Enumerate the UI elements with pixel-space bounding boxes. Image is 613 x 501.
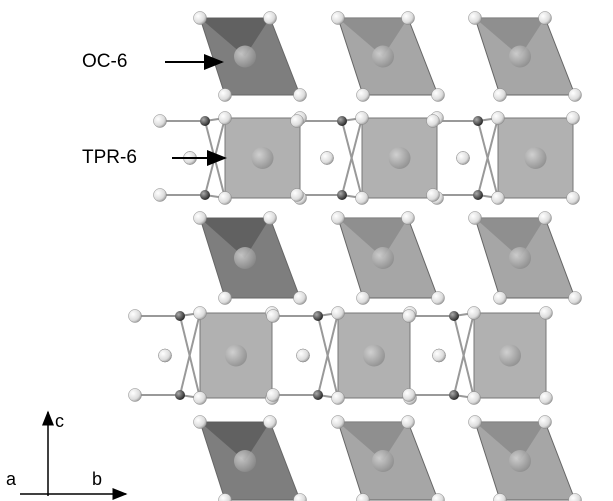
ligand-atom <box>219 192 232 205</box>
ligand-atom <box>219 292 232 305</box>
ligand-atom <box>357 292 370 305</box>
metal-atom <box>509 46 531 68</box>
ligand-atom <box>433 349 446 362</box>
ligand-atom <box>469 212 482 225</box>
metal-atom <box>372 450 394 472</box>
ligand-atom <box>194 416 207 429</box>
ligand-atom <box>468 392 481 405</box>
ligand-atom <box>267 310 280 323</box>
metal-atom <box>372 46 394 68</box>
ligand-atom <box>332 416 345 429</box>
ligand-atom <box>294 292 307 305</box>
page: OC-6 TPR-6 c a b (() => { const data = J… <box>0 0 613 501</box>
ligand-atom <box>267 389 280 402</box>
ligand-atom <box>129 310 142 323</box>
dark-atom <box>175 311 185 321</box>
dark-atom <box>337 190 347 200</box>
ligand-atom <box>264 212 277 225</box>
ligand-atom <box>321 152 334 165</box>
a-axis-label: a <box>6 469 17 489</box>
ligand-atom <box>569 292 582 305</box>
ligand-atom <box>569 89 582 102</box>
dark-atom <box>449 311 459 321</box>
c-axis-label: c <box>55 411 64 431</box>
ligand-atom <box>291 189 304 202</box>
ligand-atom <box>469 416 482 429</box>
ligand-atom <box>494 89 507 102</box>
dark-atom <box>473 116 483 126</box>
ligand-atom <box>427 189 440 202</box>
ligand-atom <box>194 392 207 405</box>
ligand-atom <box>402 12 415 25</box>
metal-atom <box>525 147 547 169</box>
ligand-atom <box>403 389 416 402</box>
ligand-atom <box>264 416 277 429</box>
ligand-atom <box>154 115 167 128</box>
ligand-atom <box>356 192 369 205</box>
ligand-atom <box>294 89 307 102</box>
ligand-atom <box>402 212 415 225</box>
metal-atom <box>509 247 531 269</box>
ligand-atom <box>291 115 304 128</box>
ligand-atom <box>332 307 345 320</box>
ligand-atom <box>219 89 232 102</box>
dark-atom <box>337 116 347 126</box>
ligand-atom <box>457 152 470 165</box>
ligand-atom <box>159 349 172 362</box>
ligand-atom <box>539 12 552 25</box>
metal-atom <box>234 247 256 269</box>
ligand-atom <box>539 212 552 225</box>
ligand-atom <box>468 307 481 320</box>
metal-atom <box>389 147 411 169</box>
ligand-atom <box>332 392 345 405</box>
ligand-atom <box>540 307 553 320</box>
ligand-atom <box>264 12 277 25</box>
ligand-atom <box>332 212 345 225</box>
ligand-atom <box>427 115 440 128</box>
ligand-atom <box>539 416 552 429</box>
oc6-label: OC-6 <box>82 51 127 72</box>
metal-atom <box>252 147 274 169</box>
ligand-atom <box>194 12 207 25</box>
ligand-atom <box>469 12 482 25</box>
metal-atom <box>372 247 394 269</box>
ligand-atom <box>492 112 505 125</box>
ligand-atom <box>432 292 445 305</box>
ligand-atom <box>567 192 580 205</box>
tpr6-label: TPR-6 <box>82 147 137 168</box>
metal-atom <box>363 345 385 367</box>
ligand-atom <box>492 192 505 205</box>
ligand-atom <box>357 89 370 102</box>
b-axis-label: b <box>92 469 102 489</box>
dark-atom <box>175 390 185 400</box>
ligand-atom <box>402 416 415 429</box>
ligand-atom <box>494 292 507 305</box>
ligand-atom <box>403 310 416 323</box>
ligand-atom <box>332 12 345 25</box>
ligand-atom <box>297 349 310 362</box>
dark-atom <box>473 190 483 200</box>
ligand-atom <box>194 307 207 320</box>
crystal-structure: OC-6 TPR-6 c a b <box>0 0 613 501</box>
dark-atom <box>200 116 210 126</box>
metal-atom <box>234 450 256 472</box>
ligand-atom <box>567 112 580 125</box>
metal-atom <box>499 345 521 367</box>
ligand-atom <box>154 189 167 202</box>
dark-atom <box>449 390 459 400</box>
dark-atom <box>200 190 210 200</box>
metal-atom <box>509 450 531 472</box>
dark-atom <box>313 311 323 321</box>
ligand-atom <box>540 392 553 405</box>
dark-atom <box>313 390 323 400</box>
ligand-atom <box>356 112 369 125</box>
ligand-atom <box>194 212 207 225</box>
structure <box>129 12 582 501</box>
metal-atom <box>225 345 247 367</box>
ligand-atom <box>432 89 445 102</box>
ligand-atom <box>129 389 142 402</box>
ligand-atom <box>219 112 232 125</box>
metal-atom <box>234 46 256 68</box>
